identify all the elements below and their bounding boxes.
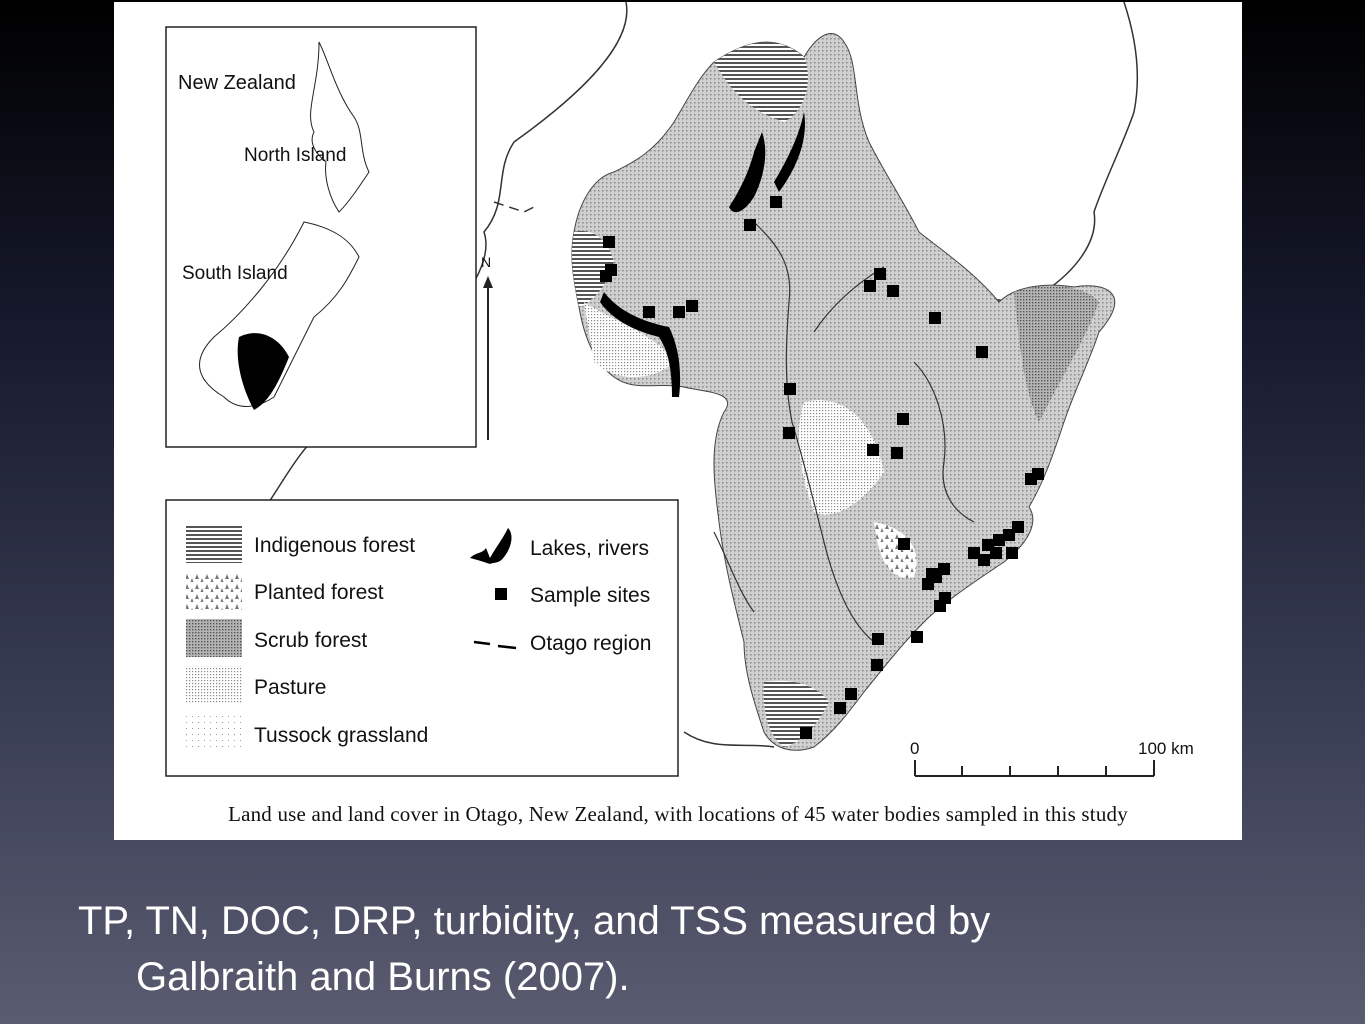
legend-label-otago-region: Otago region (530, 632, 651, 655)
legend-label-pasture: Pasture (254, 676, 326, 699)
legend: Indigenous forest Planted forest Scrub f… (165, 499, 679, 777)
lakes-rivers-symbol (470, 528, 512, 564)
north-arrow-label: N (481, 254, 491, 270)
otago-land-cover-map (571, 33, 1116, 751)
scale-bar-end-label: 100 km (1138, 739, 1194, 758)
legend-label-planted-forest: Planted forest (254, 581, 384, 604)
legend-swatch-pasture (186, 666, 242, 704)
sample-site-symbol (495, 588, 507, 600)
inset-label-new-zealand: New Zealand (178, 72, 296, 94)
legend-label-lakes-rivers: Lakes, rivers (530, 537, 649, 560)
slide-body-text: TP, TN, DOC, DRP, turbidity, and TSS mea… (78, 893, 1278, 1005)
inset-label-south-island: South Island (182, 263, 288, 284)
scale-bar-start-label: 0 (910, 739, 919, 758)
legend-swatch-scrub-forest (186, 619, 242, 657)
legend-swatch-planted-forest (186, 572, 242, 610)
legend-label-indigenous-forest: Indigenous forest (254, 534, 415, 557)
inset-label-north-island: North Island (244, 145, 346, 166)
inset-new-zealand-map: New Zealand North Island South Island (165, 26, 477, 448)
sample-sites (600, 196, 1044, 739)
slide-text-line-1: TP, TN, DOC, DRP, turbidity, and TSS mea… (78, 899, 991, 943)
slide-text-line-2: Galbraith and Burns (2007). (136, 955, 630, 999)
north-arrow: N (481, 254, 493, 440)
figure-caption: Land use and land cover in Otago, New Ze… (228, 802, 1128, 826)
legend-swatch-tussock-grassland (186, 713, 242, 751)
otago-region-symbol (473, 640, 517, 650)
legend-label-tussock-grassland: Tussock grassland (254, 724, 428, 747)
legend-label-scrub-forest: Scrub forest (254, 629, 367, 652)
map-figure: New Zealand North Island South Island N … (114, 2, 1242, 840)
legend-swatch-indigenous-forest (186, 525, 242, 563)
legend-label-sample-sites: Sample sites (530, 584, 650, 607)
scale-bar: 0 100 km (910, 739, 1194, 777)
